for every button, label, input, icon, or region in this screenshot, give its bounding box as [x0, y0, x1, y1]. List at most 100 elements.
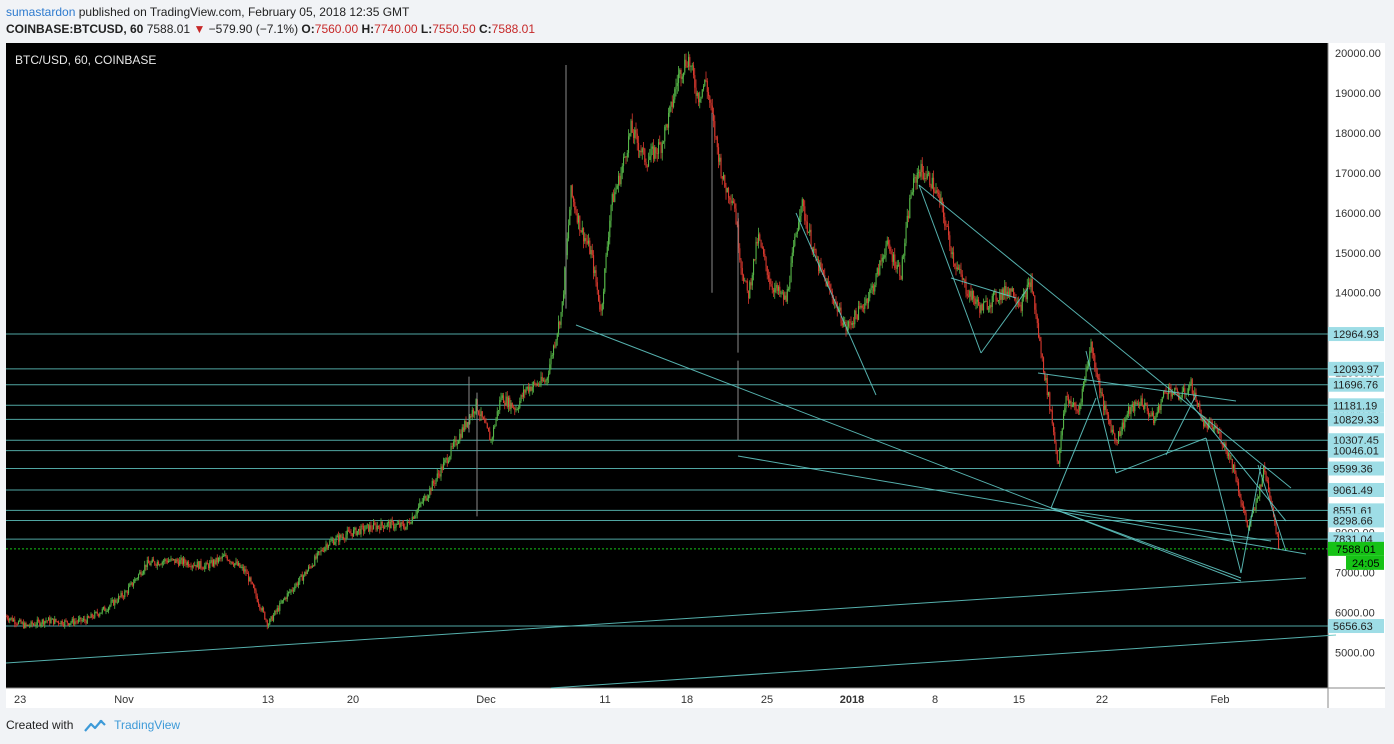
candle-body [776, 284, 778, 291]
candle-body [125, 591, 127, 593]
candle-body [434, 483, 436, 484]
tradingview-logo-icon[interactable] [83, 719, 107, 733]
candle-body [681, 76, 683, 80]
candle-body [183, 558, 185, 565]
candle-body [593, 255, 595, 273]
candle-body [901, 256, 903, 280]
candle-body [564, 267, 566, 295]
candle-body [405, 526, 407, 530]
candle-body [1264, 465, 1266, 472]
candle-body [885, 244, 887, 256]
candle-body [1220, 433, 1222, 443]
candle-body [1240, 497, 1242, 504]
candle-body [685, 59, 687, 67]
candle-body [491, 437, 493, 440]
candle-body [181, 558, 183, 565]
candle-body [88, 616, 90, 618]
candle-body [460, 433, 462, 438]
candle-body [60, 620, 62, 625]
candle-body [1174, 387, 1176, 395]
candle-body [748, 290, 750, 299]
candle-body [999, 292, 1001, 301]
candle-body [40, 623, 42, 626]
candle-body [1270, 497, 1272, 504]
candle-body [599, 300, 601, 310]
candle-body [909, 198, 911, 219]
candle-body [689, 57, 691, 67]
candle-body [789, 282, 791, 289]
candle-body [940, 198, 942, 203]
candle-body [663, 141, 665, 143]
candle-body [796, 231, 798, 234]
candle-body [1243, 505, 1245, 511]
close-value: 7588.01 [491, 22, 536, 36]
candle-body [1189, 385, 1191, 389]
candle-body [10, 617, 12, 619]
candle-body [625, 156, 627, 158]
author-link[interactable]: sumastardon [6, 5, 76, 19]
candle-body [1114, 433, 1116, 440]
trend-line [1050, 397, 1097, 509]
candle-body [816, 259, 818, 261]
candle-body [281, 600, 283, 603]
candle-body [638, 142, 640, 151]
candle-body [849, 321, 851, 323]
candle-body [440, 466, 442, 477]
candle-body [455, 439, 457, 446]
candle-body [346, 530, 348, 535]
candle-body [518, 407, 520, 410]
candle-body [629, 133, 631, 137]
candle-body [216, 557, 218, 563]
candle-body [473, 410, 475, 414]
y-tick-label: 5000.00 [1335, 647, 1375, 659]
candle-body [488, 427, 490, 432]
candle-body [733, 201, 735, 204]
candle-body [880, 260, 882, 262]
candle-body [1266, 479, 1268, 482]
candle-body [300, 574, 302, 577]
candle-body [588, 240, 590, 244]
candle-body [454, 439, 456, 443]
candle-body [889, 244, 891, 252]
candle-body [333, 540, 335, 545]
candle-body [1269, 491, 1271, 498]
candle-body [1260, 484, 1262, 487]
candle-body [1030, 279, 1032, 287]
candle-body [803, 199, 805, 207]
price-chart[interactable]: BTC/USD, 60, COINBASE 5000.00 6000.00 7000.… [5, 43, 1385, 708]
candle-body [298, 581, 300, 586]
candle-body [435, 478, 437, 484]
candle-body [530, 386, 532, 391]
tradingview-link[interactable]: TradingView [114, 718, 181, 732]
x-tick-label: 23 [14, 694, 26, 706]
candle-body [70, 622, 72, 624]
candle-body [23, 622, 25, 628]
candle-body [483, 417, 485, 420]
candle-body [363, 525, 365, 532]
candle-body [688, 57, 690, 67]
candle-body [898, 264, 900, 266]
candle-body [993, 292, 995, 296]
candle-body [501, 395, 503, 399]
candle-body [186, 561, 188, 566]
candle-body [779, 286, 781, 294]
chart-frame[interactable]: BTC/USD, 60, COINBASE 5000.00 6000.00 7000.… [5, 43, 1385, 708]
candle-body [871, 285, 873, 288]
candle-body [423, 498, 425, 503]
trend-line [1085, 350, 1117, 474]
candle-body [630, 120, 632, 134]
candle-body [103, 606, 105, 609]
candle-body [313, 565, 315, 567]
candle-body [391, 520, 393, 522]
candle-body [1139, 404, 1141, 406]
candle-body [100, 612, 102, 614]
candle-body [546, 377, 548, 381]
candle-body [188, 561, 190, 567]
candle-body [25, 623, 27, 626]
candle-body [1183, 388, 1185, 392]
candle-body [624, 156, 626, 158]
candle-body [659, 142, 661, 145]
candle-body [538, 383, 540, 386]
candle-body [1029, 282, 1031, 287]
price-label: 8551.61 [1333, 505, 1373, 517]
